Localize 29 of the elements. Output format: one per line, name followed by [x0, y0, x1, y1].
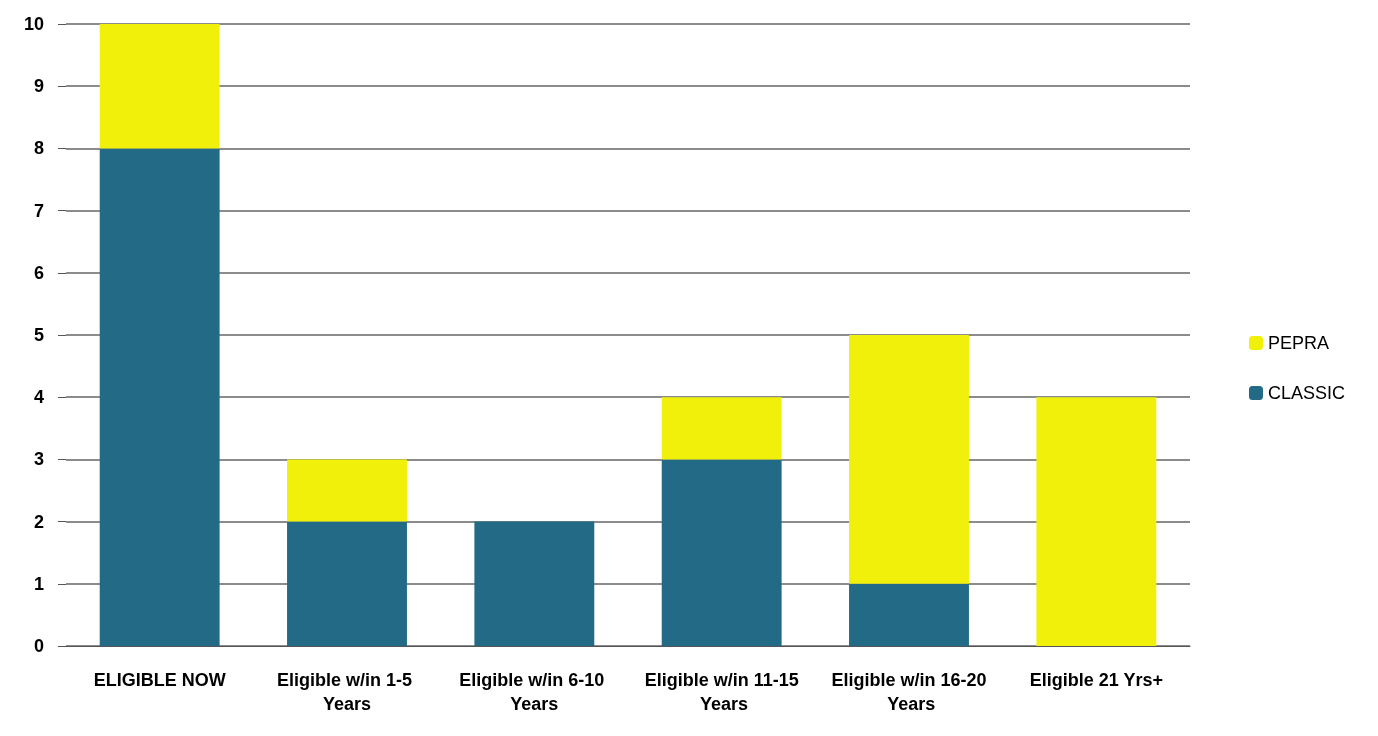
x-tick-label: Eligible w/in 1-5 Years [276, 670, 418, 714]
bar [287, 521, 407, 646]
y-tick-label: 1 [33, 573, 44, 594]
y-tick-label: 0 [33, 636, 44, 656]
y-tick-label: 9 [33, 76, 44, 97]
x-tick-label: ELIGIBLE NOW [93, 670, 226, 690]
y-tick-label: 5 [33, 325, 44, 345]
bar [661, 459, 782, 646]
y-tick-label: 7 [33, 200, 44, 221]
bar [849, 583, 969, 646]
bar [661, 397, 782, 460]
legend-label: CLASSIC [1267, 383, 1345, 403]
bar [849, 335, 969, 584]
legend-label: PEPRA [1267, 333, 1329, 353]
x-tick-label: Eligible w/in 16-20 Years [831, 670, 987, 714]
x-tick-label: Eligible w/in 11-15 Years [644, 670, 799, 714]
y-tick-label: 6 [33, 262, 44, 283]
x-tick-label: Eligible w/in 6-10 Years [459, 670, 610, 714]
bar [99, 24, 220, 149]
y-tick-label: 2 [33, 511, 44, 532]
bar [99, 148, 220, 646]
bar [474, 521, 595, 646]
y-tick-label: 3 [33, 449, 44, 470]
y-tick-label: 8 [33, 138, 44, 159]
bar [287, 459, 407, 522]
y-tick-label: 4 [33, 387, 44, 408]
bar [1036, 397, 1157, 646]
y-tick-label: 10 [23, 14, 44, 34]
x-tick-label: Eligible 21 Yrs+ [1029, 670, 1163, 690]
